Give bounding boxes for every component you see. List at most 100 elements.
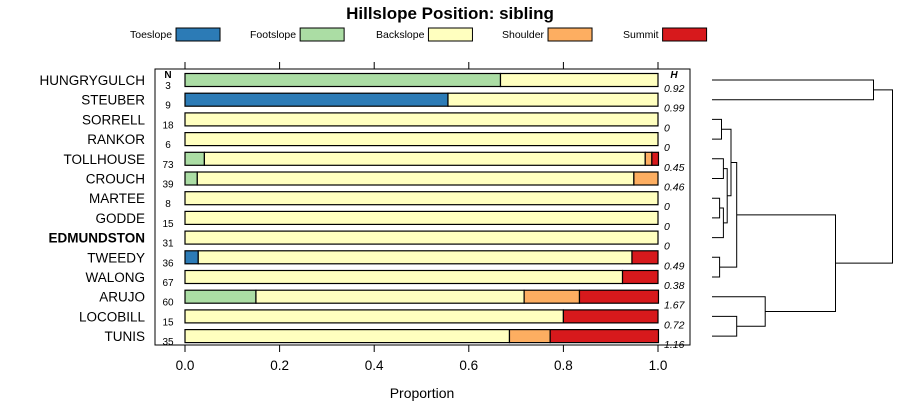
row-locobill: LOCOBILL 15 0.72	[79, 309, 685, 331]
n-header: N	[164, 70, 171, 81]
h-value: 0	[664, 142, 670, 154]
x-axis-label: Proportion	[390, 385, 455, 401]
dendrogram-link	[712, 79, 874, 101]
bar-segment-backslope	[197, 250, 633, 265]
category-label: CROUCH	[86, 172, 145, 187]
x-tick-label: 1.0	[649, 358, 668, 373]
h-value: 0	[664, 201, 670, 213]
legend-item-shoulder: Shoulder	[502, 27, 593, 42]
n-value: 15	[162, 317, 174, 328]
row-arujo: ARUJO 60 1.67	[99, 289, 686, 312]
h-value: 0.45	[664, 162, 685, 174]
bar-segment-footslope	[184, 151, 205, 166]
legend-label: Backslope	[376, 29, 425, 41]
bar-segment-backslope	[184, 191, 659, 206]
h-value: 1.67	[664, 300, 686, 312]
n-value: 60	[162, 298, 174, 309]
h-header: H	[670, 70, 678, 81]
bar-segment-summit	[549, 329, 660, 344]
category-label: LOCOBILL	[79, 309, 146, 324]
category-label: MARTEE	[89, 191, 145, 206]
bar-segment-backslope	[184, 112, 659, 127]
legend-item-summit: Summit	[623, 27, 708, 42]
row-godde: GODDE 15 0	[95, 210, 670, 233]
dendrogram	[712, 79, 893, 337]
category-label: SORRELL	[82, 112, 146, 127]
bar-segment-summit	[631, 250, 659, 265]
bar-segment-footslope	[184, 171, 198, 186]
x-tick-label: 0.0	[176, 358, 195, 373]
h-value: 0.46	[664, 182, 685, 194]
bar-segment-toeslope	[184, 250, 199, 265]
bar-segment-backslope	[203, 151, 646, 166]
category-label: RANKOR	[87, 132, 145, 147]
h-value: 0	[664, 221, 670, 233]
x-tick-label: 0.6	[459, 358, 478, 373]
dendrogram-link	[712, 207, 724, 239]
bar-segment-summit	[578, 289, 660, 304]
legend-label: Toeslope	[130, 29, 172, 41]
bar-segment-backslope	[184, 230, 659, 245]
row-martee: MARTEE 8 0	[89, 191, 670, 213]
n-value: 9	[165, 101, 171, 112]
category-label: STEUBER	[81, 93, 145, 108]
dendrogram-link	[712, 256, 721, 278]
bar-segment-toeslope	[184, 92, 449, 107]
bar-segment-backslope	[184, 269, 624, 285]
dendrogram-link	[835, 89, 893, 264]
legend-swatch	[299, 27, 345, 42]
category-label: EDMUNDSTON	[48, 231, 145, 246]
bar-segment-backslope	[447, 92, 659, 107]
x-tick-label: 0.4	[365, 358, 384, 373]
legend-label: Footslope	[250, 29, 296, 41]
legend-swatch	[175, 27, 221, 42]
row-walong: WALONG 67 0.38	[85, 269, 685, 292]
n-value: 73	[162, 160, 174, 171]
h-value: 0	[664, 241, 670, 253]
row-tweedy: TWEEDY 36 0.49	[87, 250, 685, 272]
legend-swatch	[662, 27, 708, 42]
dendrogram-link	[712, 158, 724, 179]
bar-segment-backslope	[184, 329, 511, 344]
category-label: HUNGRYGULCH	[39, 73, 145, 88]
plot-panel	[154, 68, 691, 346]
n-value: 36	[162, 258, 174, 269]
legend-item-footslope: Footslope	[250, 27, 345, 42]
bar-segment-footslope	[184, 72, 502, 88]
row-steuber: STEUBER 9 0.99	[81, 92, 685, 115]
category-label: TWEEDY	[87, 250, 145, 265]
h-value: 0.99	[664, 103, 685, 115]
row-tunis: TUNIS 35 1.16	[105, 329, 685, 351]
bar-segment-summit	[651, 151, 660, 166]
n-value: 31	[162, 239, 174, 250]
dendrogram-link	[712, 118, 722, 140]
row-crouch: CROUCH 39 0.46	[86, 171, 685, 194]
bar-segment-backslope	[184, 132, 659, 147]
h-value: 0.49	[664, 260, 685, 272]
bar-segment-backslope	[184, 210, 659, 225]
bar-segment-footslope	[184, 289, 257, 304]
legend-swatch	[427, 27, 473, 42]
row-edmundston: EDMUNDSTON 31 0	[48, 230, 670, 253]
category-label: ARUJO	[99, 290, 145, 305]
bar-segment-backslope	[499, 72, 659, 88]
category-label: GODDE	[95, 211, 145, 226]
category-label: WALONG	[85, 270, 145, 285]
n-value: 8	[165, 199, 171, 210]
h-value: 0.92	[664, 83, 685, 95]
bar-segment-backslope	[196, 171, 635, 186]
h-value: 0.38	[664, 280, 685, 292]
row-tollhouse: TOLLHOUSE 73 0.45	[63, 151, 685, 174]
dendrogram-link	[712, 197, 721, 219]
bar-segment-summit	[621, 269, 659, 285]
n-value: 6	[165, 140, 171, 151]
x-axis: 0.0 0.2 0.4 0.6 0.8 1.0	[176, 62, 668, 373]
bar-segment-shoulder	[644, 151, 653, 166]
dendrogram-link	[712, 296, 766, 327]
n-value: 67	[162, 278, 174, 289]
n-value: 15	[162, 219, 174, 230]
n-value: 39	[162, 180, 174, 191]
